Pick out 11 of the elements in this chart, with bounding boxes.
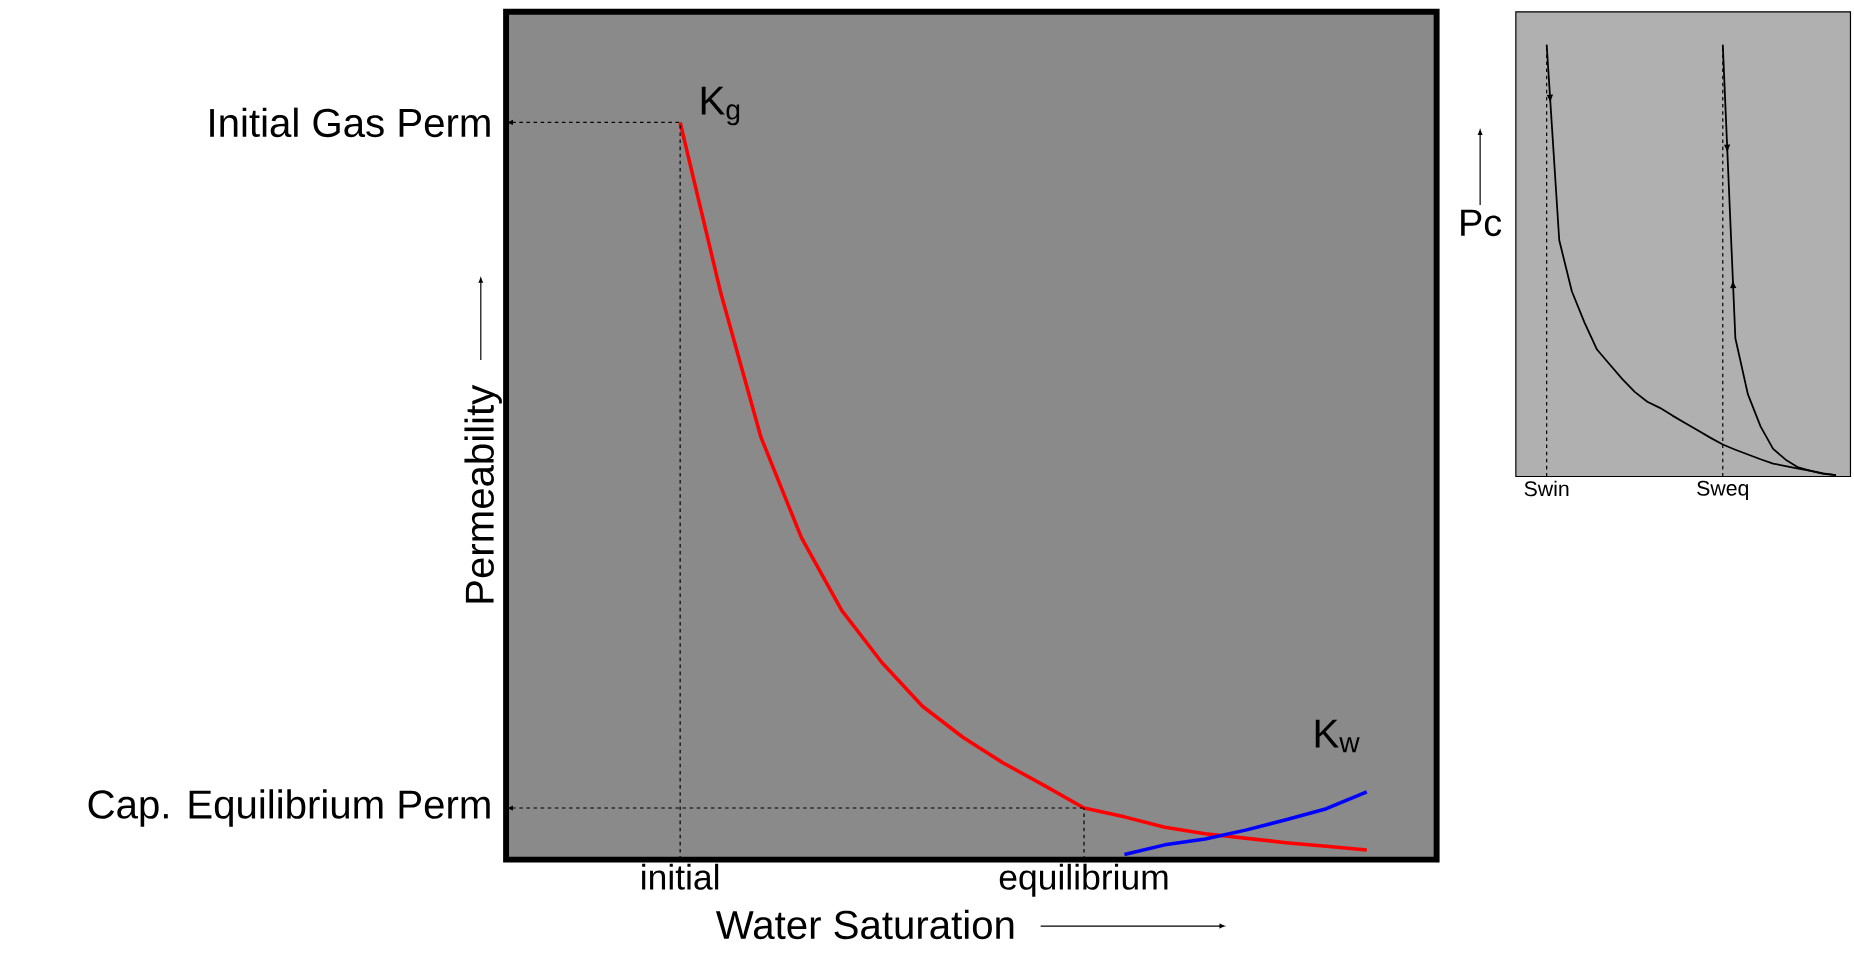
series-label: K$_{w}$ — [1315, 719, 1360, 753]
annotation: Initial Gas Perm — [210, 107, 490, 138]
annotation: Cap. Equilibrium Perm — [88, 789, 490, 827]
x-axis-title: Water Saturation — [715, 909, 1014, 940]
x-tick-label: equilibrium — [999, 864, 1168, 898]
x-tick-label: initial — [642, 864, 719, 891]
y-axis-title: Pc — [1461, 209, 1502, 237]
y-axis-title: Permeability — [464, 384, 502, 603]
x-tick-label: Sweq — [1697, 480, 1749, 501]
series-label: K$_{g}$ — [701, 87, 740, 126]
x-tick-label: Swin — [1524, 480, 1569, 497]
